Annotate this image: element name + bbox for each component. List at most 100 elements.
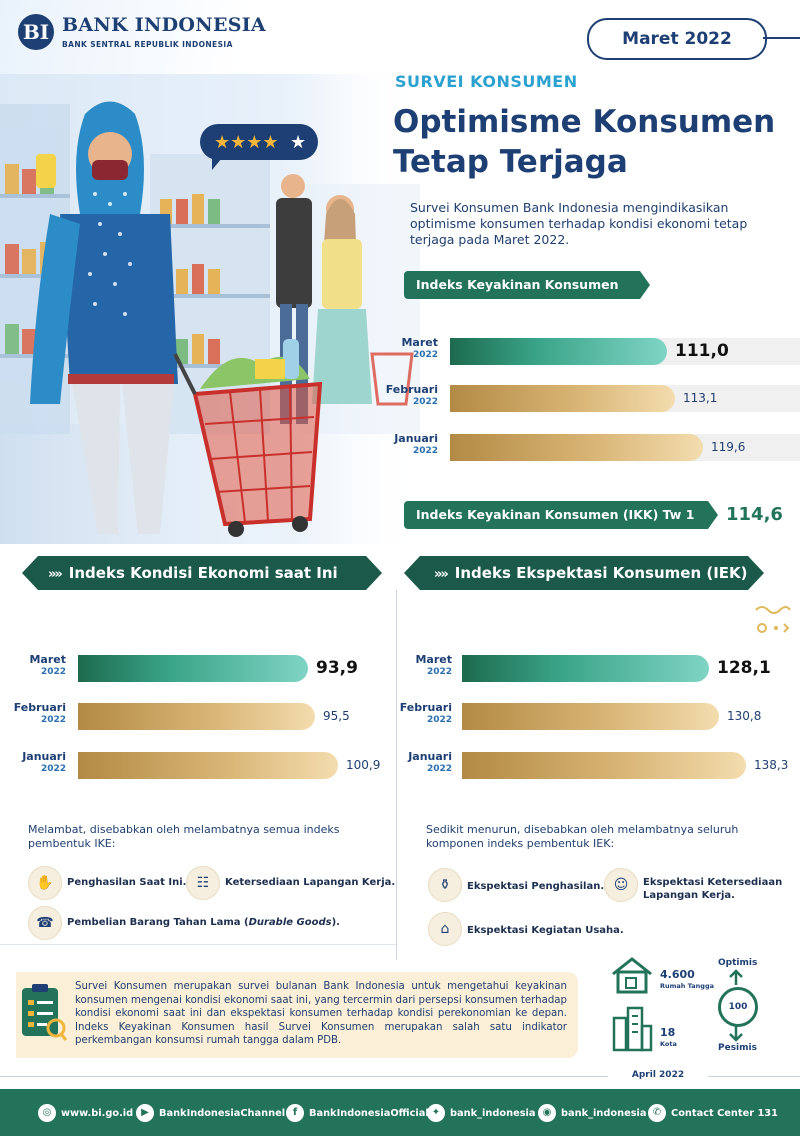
ike-bar xyxy=(78,655,308,682)
ike-title: Indeks Kondisi Ekonomi saat Ini (IKE) xyxy=(22,564,338,618)
ikk-month-label: Januari xyxy=(394,432,438,445)
iek-month-label: Februari xyxy=(399,701,452,714)
arrow-up-icon xyxy=(729,969,743,985)
households-count: 4.600 xyxy=(660,968,695,981)
ike-bar xyxy=(78,752,338,779)
ike-note: Melambat, disebabkan oleh melambatnya se… xyxy=(28,823,340,850)
footer-instagram-label: bank_indonesia xyxy=(561,1108,647,1119)
ike-bars: 93,9 95,5 100,9 xyxy=(78,655,381,785)
iek-note: Sedikit menurun, disebabkan oleh melamba… xyxy=(426,823,739,850)
iek-month-label: Januari xyxy=(408,750,452,763)
ike-month-label: Januari xyxy=(22,750,66,763)
iek-bar-value: 130,8 xyxy=(727,709,762,723)
ike-component-part: Pembelian Barang Tahan Lama ( xyxy=(67,917,249,928)
ike-bar-value: 95,5 xyxy=(323,709,350,723)
title-line-1: Optimisme Konsumen xyxy=(393,104,776,140)
iek-title-ribbon: »» Indeks Ekspektasi Konsumen (IEK) xyxy=(404,556,764,590)
iek-component: Ekspektasi Ketersediaan Lapangan Kerja. xyxy=(643,876,782,902)
info-box xyxy=(16,972,578,1058)
footer-bar xyxy=(0,1089,800,1136)
cities-label: Kota xyxy=(660,1040,677,1048)
facebook-icon: f xyxy=(286,1104,304,1122)
ike-year-label: 2022 xyxy=(40,715,66,725)
footer-twitter-label: bank_indonesia xyxy=(450,1108,536,1119)
city-icon xyxy=(612,1006,653,1052)
footer-website[interactable]: ◎ www.bi.go.id xyxy=(38,1104,133,1122)
phone-icon: ✆ xyxy=(648,1104,666,1122)
arrow-down-icon xyxy=(729,1026,743,1042)
period-line xyxy=(763,37,800,39)
income-icon: ✋ xyxy=(28,866,62,900)
ike-month-label: Maret xyxy=(29,653,66,666)
period-badge: Maret 2022 xyxy=(587,18,767,60)
brand-subtitle: BANK SENTRAL REPUBLIK INDONESIA xyxy=(62,40,233,49)
business-expectation-icon: ⌂ xyxy=(428,912,462,946)
intro-text: Survei Konsumen Bank Indonesia mengindik… xyxy=(410,200,748,247)
ikk-bar xyxy=(450,338,667,365)
page-title: Optimisme Konsumen Tetap Terjaga xyxy=(393,102,798,182)
iek-component: Ekspektasi Kegiatan Usaha. xyxy=(467,925,624,936)
footer-youtube-label: BankIndonesiaChannel xyxy=(159,1108,286,1119)
brand-name: BANK INDONESIA xyxy=(62,14,266,36)
section-divider xyxy=(396,590,397,960)
ikk-title: Indeks Keyakinan Konsumen (IKK) xyxy=(404,271,650,299)
footer-twitter[interactable]: ✦ bank_indonesia xyxy=(427,1104,536,1122)
iek-bar xyxy=(462,752,746,779)
iek-bar-value: 128,1 xyxy=(717,658,771,678)
iek-bar xyxy=(462,703,719,730)
iek-year-label: 2022 xyxy=(426,715,452,725)
youtube-icon: ▶ xyxy=(136,1104,154,1122)
title-line-2: Tetap Terjaga xyxy=(393,144,628,180)
iek-title: Indeks Ekspektasi Konsumen (IEK) xyxy=(454,564,748,582)
footer-website-label: www.bi.go.id xyxy=(61,1108,134,1119)
section-label: SURVEI KONSUMEN xyxy=(395,72,578,91)
ikk-tw-title: Indeks Keyakinan Konsumen (IKK) Tw 1 202… xyxy=(404,501,718,529)
cities-count: 18 xyxy=(660,1026,676,1039)
ike-year-label: 2022 xyxy=(40,764,66,774)
iek-component-line: Lapangan Kerja. xyxy=(643,890,735,901)
job-availability-icon: ☷ xyxy=(186,866,220,900)
ike-bar-value: 100,9 xyxy=(346,758,381,772)
footer-facebook[interactable]: f BankIndonesiaOfficial xyxy=(286,1104,429,1122)
income-expectation-icon: ⚱ xyxy=(428,868,462,902)
gauge-bottom-label: Pesimis xyxy=(718,1043,757,1053)
footer-contact[interactable]: ✆ Contact Center 131 xyxy=(648,1104,778,1122)
release-divider xyxy=(0,1076,800,1077)
ikk-year-label: 2022 xyxy=(412,446,438,456)
ike-component-italic: Durable Goods xyxy=(248,917,332,928)
footer-youtube[interactable]: ▶ BankIndonesiaChannel xyxy=(136,1104,285,1122)
ikk-bar-value: 113,1 xyxy=(683,391,718,405)
gauge-circle: 100 xyxy=(718,987,758,1027)
ike-component: Pembelian Barang Tahan Lama (Durable Goo… xyxy=(67,916,340,929)
ikk-year-label: 2022 xyxy=(412,350,438,360)
ike-year-label: 2022 xyxy=(40,667,66,677)
ike-component: Ketersediaan Lapangan Kerja. xyxy=(225,877,396,888)
ikk-tw-value: 114,6 xyxy=(726,504,783,525)
ikk-month-label: Maret xyxy=(401,336,438,349)
bank-logo-icon: BI xyxy=(18,14,54,50)
iek-month-label: Maret xyxy=(415,653,452,666)
svg-text:★: ★ xyxy=(290,132,306,153)
iek-bar-value: 138,3 xyxy=(754,758,789,772)
ike-bar-value: 93,9 xyxy=(316,658,358,678)
ike-component-part: ). xyxy=(331,917,340,928)
supermarket-illustration: ★★★★ ★ xyxy=(0,74,420,544)
ikk-bar-value: 111,0 xyxy=(675,341,729,361)
info-text: Survei Konsumen merupakan survei bulanan… xyxy=(75,981,567,1047)
iek-component: Ekspektasi Penghasilan. xyxy=(467,881,605,892)
iek-bars: 128,1 130,8 138,3 xyxy=(462,655,792,785)
globe-icon: ◎ xyxy=(38,1104,56,1122)
footer-contact-label: Contact Center 131 xyxy=(671,1108,778,1119)
ikk-bar xyxy=(450,434,703,461)
footer-instagram[interactable]: ◉ bank_indonesia xyxy=(538,1104,647,1122)
ike-bar xyxy=(78,703,315,730)
svg-text:★★★★: ★★★★ xyxy=(214,132,279,153)
households-label: Rumah Tangga xyxy=(660,982,714,990)
instagram-icon: ◉ xyxy=(538,1104,556,1122)
iek-bar xyxy=(462,655,709,682)
twitter-icon: ✦ xyxy=(427,1104,445,1122)
ikk-year-label: 2022 xyxy=(412,397,438,407)
ike-month-label: Februari xyxy=(13,701,66,714)
durable-goods-icon: ☎ xyxy=(28,906,62,940)
chevron-icon: »» xyxy=(434,567,447,582)
